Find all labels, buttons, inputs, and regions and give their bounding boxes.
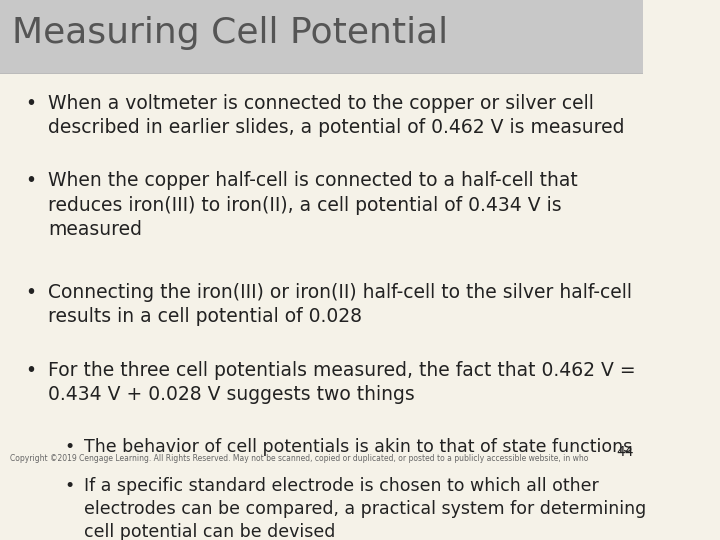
Text: Connecting the iron(III) or iron(II) half-cell to the silver half-cell
results i: Connecting the iron(III) or iron(II) hal…: [48, 283, 632, 326]
Text: Measuring Cell Potential: Measuring Cell Potential: [12, 16, 448, 50]
Text: •: •: [26, 93, 37, 113]
Text: •: •: [26, 283, 37, 302]
Bar: [0, 0, 643, 72]
Text: When a voltmeter is connected to the copper or silver cell
described in earlier : When a voltmeter is connected to the cop…: [48, 93, 625, 137]
Bar: [0, 72, 643, 74]
Text: •: •: [26, 171, 37, 191]
Text: 44: 44: [616, 445, 634, 459]
Text: The behavior of cell potentials is akin to that of state functions: The behavior of cell potentials is akin …: [84, 438, 632, 456]
Text: Copyright ©2019 Cengage Learning. All Rights Reserved. May not be scanned, copie: Copyright ©2019 Cengage Learning. All Ri…: [9, 454, 588, 463]
Text: For the three cell potentials measured, the fact that 0.462 V =
0.434 V + 0.028 : For the three cell potentials measured, …: [48, 361, 636, 404]
Text: •: •: [64, 438, 75, 456]
Text: If a specific standard electrode is chosen to which all other
electrodes can be : If a specific standard electrode is chos…: [84, 477, 646, 540]
Text: •: •: [26, 361, 37, 380]
Text: When the copper half-cell is connected to a half-cell that
reduces iron(III) to : When the copper half-cell is connected t…: [48, 171, 578, 239]
Text: •: •: [64, 477, 75, 495]
